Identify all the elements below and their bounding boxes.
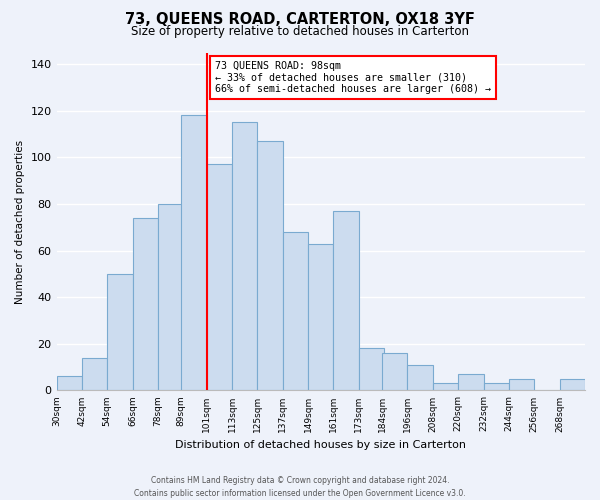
Text: 73 QUEENS ROAD: 98sqm
← 33% of detached houses are smaller (310)
66% of semi-det: 73 QUEENS ROAD: 98sqm ← 33% of detached …: [215, 61, 491, 94]
Y-axis label: Number of detached properties: Number of detached properties: [15, 140, 25, 304]
Bar: [407, 365, 433, 390]
Bar: [56, 376, 82, 390]
X-axis label: Distribution of detached houses by size in Carterton: Distribution of detached houses by size …: [175, 440, 466, 450]
Bar: [206, 164, 232, 390]
Bar: [382, 353, 407, 391]
Bar: [458, 374, 484, 390]
Bar: [257, 141, 283, 390]
Bar: [107, 274, 133, 390]
Bar: [433, 384, 458, 390]
Bar: [283, 232, 308, 390]
Text: Size of property relative to detached houses in Carterton: Size of property relative to detached ho…: [131, 25, 469, 38]
Bar: [133, 218, 158, 390]
Text: 73, QUEENS ROAD, CARTERTON, OX18 3YF: 73, QUEENS ROAD, CARTERTON, OX18 3YF: [125, 12, 475, 28]
Bar: [232, 122, 257, 390]
Bar: [509, 379, 534, 390]
Bar: [359, 348, 384, 391]
Bar: [560, 379, 585, 390]
Bar: [308, 244, 334, 390]
Text: Contains HM Land Registry data © Crown copyright and database right 2024.
Contai: Contains HM Land Registry data © Crown c…: [134, 476, 466, 498]
Bar: [334, 211, 359, 390]
Bar: [484, 384, 509, 390]
Bar: [158, 204, 184, 390]
Bar: [181, 116, 206, 390]
Bar: [82, 358, 107, 390]
